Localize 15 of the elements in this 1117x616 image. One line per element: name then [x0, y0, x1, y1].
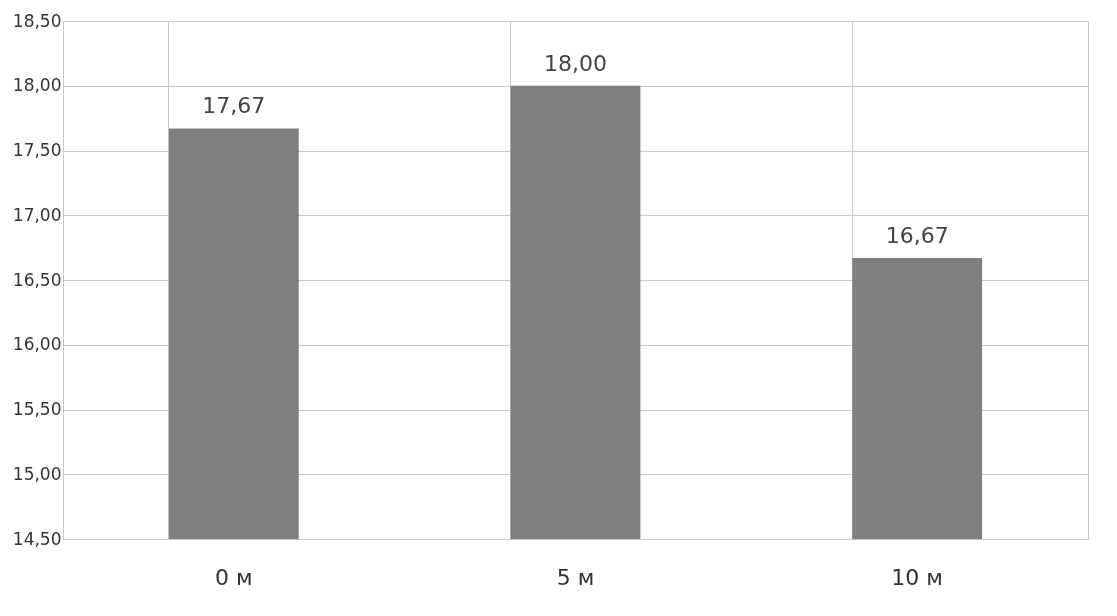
x-tick-label: 10 м [891, 564, 943, 590]
data-label: 16,67 [885, 222, 949, 248]
data-label: 17,67 [202, 93, 266, 119]
y-tick-label: 17,00 [12, 204, 62, 225]
y-tick-label: 18,50 [12, 10, 62, 31]
y-tick-label: 16,00 [12, 334, 62, 355]
data-label: 18,00 [544, 50, 607, 76]
y-tick-label: 17,50 [12, 140, 62, 160]
y-tick-label: 18,00 [12, 75, 62, 96]
x-tick-label: 0 м [215, 564, 253, 590]
y-tick-label: 15,50 [12, 399, 62, 419]
y-tick-label: 14,50 [12, 528, 62, 549]
y-tick-label: 16,50 [12, 269, 62, 290]
x-tick-label: 5 м [556, 564, 595, 590]
y-tick-label: 15,00 [12, 463, 62, 484]
